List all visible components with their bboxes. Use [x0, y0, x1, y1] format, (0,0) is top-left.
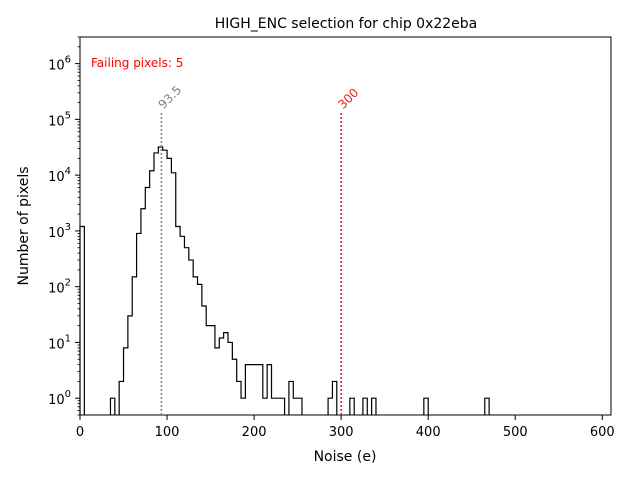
x-tick-label: 0: [76, 425, 84, 440]
chart-title: HIGH_ENC selection for chip 0x22eba: [215, 16, 478, 32]
x-axis-title: Noise (e): [314, 449, 377, 465]
failing-pixels-annotation: Failing pixels: 5: [91, 56, 183, 70]
x-tick-label: 300: [329, 425, 354, 440]
x-tick-label: 400: [416, 425, 441, 440]
x-tick-label: 100: [155, 425, 180, 440]
x-tick-label: 200: [242, 425, 267, 440]
x-tick-label: 500: [503, 425, 528, 440]
plot-area: [79, 146, 490, 415]
histogram-series: [79, 146, 490, 415]
y-axis-title: Number of pixels: [16, 166, 32, 285]
x-tick-label: 600: [590, 425, 615, 440]
x-axis-ticks: 0 100 200 300 400 500 600: [76, 415, 615, 440]
axes-frame: [79, 36, 612, 416]
